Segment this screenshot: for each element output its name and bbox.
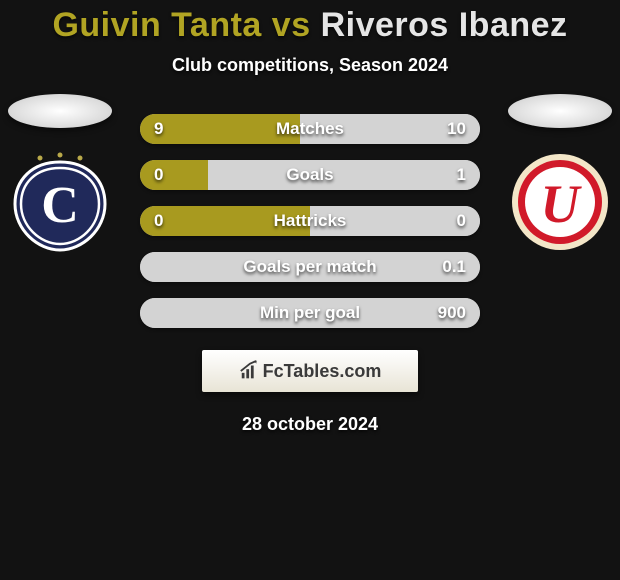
stats-list: 9Matches100Goals10Hattricks0Goals per ma…	[140, 114, 480, 328]
content-area: C U 9Matches100Goals10Hattricks0Goals pe…	[0, 114, 620, 435]
title-player1: Guivin Tanta	[52, 6, 261, 44]
stat-row: 0 Goals 1	[140, 160, 480, 190]
stat-label: Hattricks	[274, 211, 347, 231]
stat-fill-left	[140, 160, 208, 190]
page-title: Guivin Tanta vs Riveros Ibanez	[0, 6, 620, 45]
watermark: FcTables.com	[202, 350, 418, 392]
stat-row: Min per goal 900	[140, 298, 480, 328]
svg-text:C: C	[41, 177, 79, 234]
club-badge-right: U	[510, 152, 610, 252]
team-left-column: C	[0, 94, 120, 252]
chart-icon	[239, 360, 261, 382]
club-badge-left: C	[10, 152, 110, 252]
title-player2: Riveros Ibanez	[321, 6, 568, 44]
title-vs: vs	[262, 6, 321, 44]
stat-label: Goals	[286, 165, 333, 185]
comparison-infographic: Guivin Tanta vs Riveros Ibanez Club comp…	[0, 0, 620, 580]
stat-value-right: 900	[438, 303, 466, 323]
date-text: 28 october 2024	[0, 414, 620, 435]
subtitle: Club competitions, Season 2024	[0, 55, 620, 76]
stat-fill-right	[208, 160, 480, 190]
watermark-text: FcTables.com	[263, 361, 382, 382]
stat-value-left: 0	[154, 211, 163, 231]
stat-row: 9 Matches 10	[140, 114, 480, 144]
stat-label: Goals per match	[243, 257, 376, 277]
stat-value-right: 1	[457, 165, 466, 185]
stat-value-right: 10	[447, 119, 466, 139]
stat-row: Goals per match 0.1	[140, 252, 480, 282]
flag-right-icon	[508, 94, 612, 128]
stat-value-right: 0	[457, 211, 466, 231]
stat-value-right: 0.1	[442, 257, 466, 277]
stat-row: 0 Hattricks 0	[140, 206, 480, 236]
team-right-column: U	[500, 94, 620, 252]
stat-label: Min per goal	[260, 303, 360, 323]
stat-value-left: 0	[154, 165, 163, 185]
flag-left-icon	[8, 94, 112, 128]
stat-value-left: 9	[154, 119, 163, 139]
svg-text:U: U	[541, 174, 583, 234]
stat-label: Matches	[276, 119, 344, 139]
